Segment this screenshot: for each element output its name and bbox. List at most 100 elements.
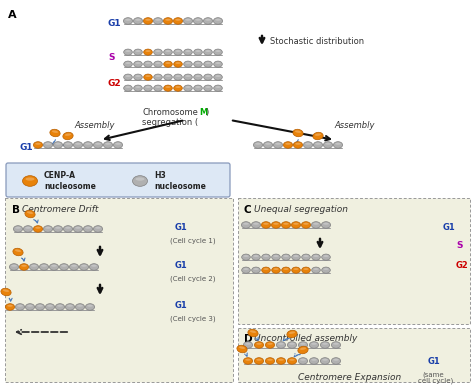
Ellipse shape (237, 345, 247, 353)
Ellipse shape (323, 255, 328, 257)
Ellipse shape (313, 268, 319, 270)
Ellipse shape (195, 50, 201, 52)
Ellipse shape (292, 222, 301, 228)
Ellipse shape (272, 254, 280, 260)
Ellipse shape (265, 143, 271, 145)
Ellipse shape (204, 85, 212, 91)
Ellipse shape (214, 49, 222, 55)
Ellipse shape (205, 62, 210, 64)
Ellipse shape (243, 223, 249, 225)
Text: G2: G2 (108, 79, 122, 87)
Ellipse shape (36, 304, 45, 310)
Ellipse shape (292, 254, 301, 260)
Ellipse shape (213, 18, 223, 24)
Ellipse shape (293, 223, 299, 225)
Ellipse shape (85, 143, 91, 145)
Ellipse shape (155, 50, 161, 52)
Ellipse shape (255, 143, 261, 145)
Ellipse shape (33, 226, 43, 232)
Ellipse shape (11, 265, 17, 267)
Ellipse shape (194, 85, 202, 91)
Ellipse shape (105, 143, 111, 145)
Ellipse shape (134, 74, 142, 80)
Ellipse shape (331, 358, 341, 364)
Ellipse shape (215, 19, 221, 21)
Ellipse shape (164, 61, 173, 67)
Ellipse shape (146, 50, 151, 52)
Ellipse shape (146, 75, 151, 77)
Ellipse shape (95, 227, 101, 229)
Ellipse shape (55, 304, 64, 310)
FancyBboxPatch shape (238, 328, 470, 382)
Ellipse shape (273, 255, 279, 257)
Ellipse shape (293, 255, 299, 257)
Ellipse shape (254, 255, 259, 257)
FancyBboxPatch shape (6, 163, 230, 197)
Ellipse shape (293, 129, 303, 137)
Ellipse shape (244, 342, 253, 348)
Ellipse shape (204, 49, 212, 55)
Ellipse shape (325, 143, 331, 145)
Ellipse shape (205, 19, 211, 21)
Ellipse shape (126, 50, 131, 52)
Ellipse shape (184, 74, 192, 80)
Text: D: D (244, 334, 253, 344)
Ellipse shape (175, 50, 181, 52)
Ellipse shape (265, 358, 274, 364)
Text: (Cell cycle 1): (Cell cycle 1) (170, 238, 216, 245)
Ellipse shape (282, 222, 291, 228)
Ellipse shape (276, 342, 286, 348)
Ellipse shape (300, 348, 306, 350)
Ellipse shape (83, 226, 92, 232)
Ellipse shape (215, 75, 220, 77)
Ellipse shape (133, 176, 147, 186)
Ellipse shape (64, 142, 73, 148)
Ellipse shape (273, 142, 283, 148)
Ellipse shape (31, 265, 37, 267)
Text: Stochastic distribution: Stochastic distribution (270, 38, 364, 46)
Ellipse shape (44, 142, 53, 148)
Ellipse shape (323, 142, 333, 148)
Ellipse shape (278, 359, 284, 361)
Ellipse shape (63, 132, 73, 140)
Ellipse shape (136, 50, 141, 52)
Ellipse shape (85, 304, 95, 310)
Ellipse shape (289, 331, 295, 334)
Ellipse shape (195, 75, 201, 77)
Ellipse shape (275, 143, 281, 145)
Text: G2: G2 (456, 262, 469, 271)
Ellipse shape (126, 75, 131, 77)
Ellipse shape (144, 49, 152, 55)
Ellipse shape (310, 342, 319, 348)
Ellipse shape (244, 268, 248, 270)
Ellipse shape (313, 132, 323, 140)
Ellipse shape (115, 143, 121, 145)
Ellipse shape (164, 74, 173, 80)
Ellipse shape (126, 86, 131, 88)
FancyBboxPatch shape (5, 198, 233, 382)
Ellipse shape (321, 222, 330, 228)
Ellipse shape (185, 75, 191, 77)
Ellipse shape (244, 358, 253, 364)
Ellipse shape (55, 143, 61, 145)
Ellipse shape (313, 142, 323, 148)
Ellipse shape (298, 346, 308, 354)
Ellipse shape (7, 305, 13, 307)
Ellipse shape (5, 304, 15, 310)
Ellipse shape (80, 264, 89, 270)
Ellipse shape (15, 304, 25, 310)
Text: CENP-A
nucleosome: CENP-A nucleosome (44, 171, 96, 191)
Ellipse shape (29, 264, 38, 270)
Ellipse shape (55, 227, 61, 229)
Ellipse shape (13, 248, 23, 256)
Text: G1: G1 (443, 224, 456, 233)
Ellipse shape (322, 343, 328, 345)
Ellipse shape (134, 61, 142, 67)
Ellipse shape (215, 50, 220, 52)
Ellipse shape (144, 85, 152, 91)
Ellipse shape (262, 267, 270, 273)
Ellipse shape (264, 255, 269, 257)
Text: Chromosome
segregation (: Chromosome segregation ( (142, 108, 198, 127)
Ellipse shape (77, 305, 83, 307)
Ellipse shape (264, 142, 273, 148)
